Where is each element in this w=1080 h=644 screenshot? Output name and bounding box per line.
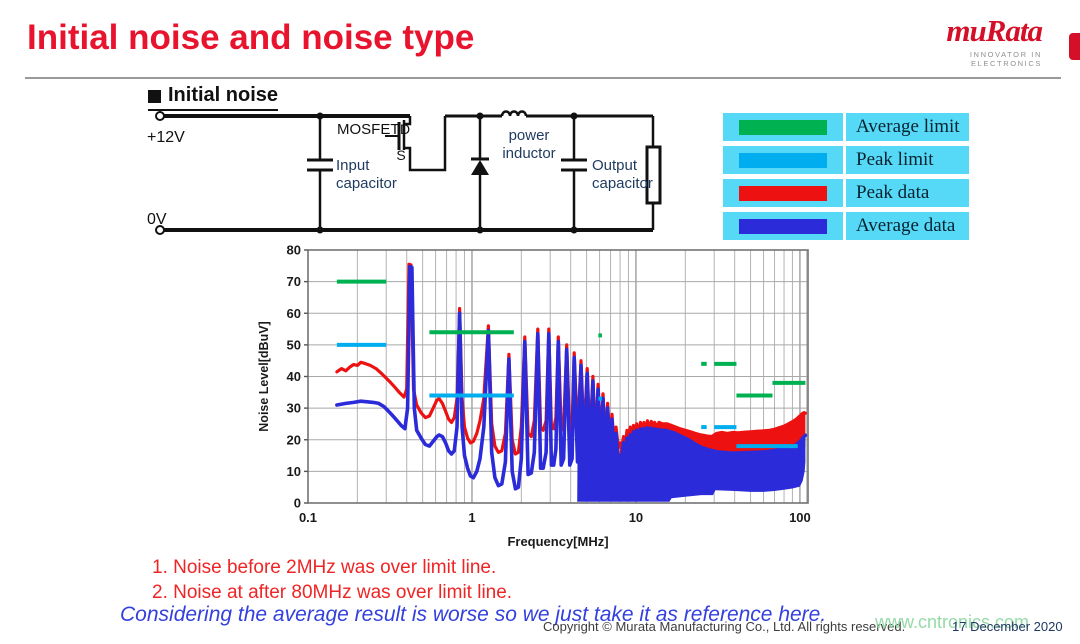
legend-label: Peak data (846, 179, 969, 207)
output-cap-label: capacitor (592, 175, 653, 192)
vzero-label: 0V (147, 211, 167, 228)
output-cap-label: Output (592, 157, 638, 174)
note-conclusion: Considering the average result is worse … (120, 603, 827, 626)
legend-cell-divider (843, 113, 846, 141)
legend-label: Average limit (846, 113, 969, 141)
x-tick-label: 1 (468, 510, 475, 525)
mosfet-label: MOSFET (337, 121, 400, 138)
x-tick-label: 100 (789, 510, 811, 525)
y-tick-label: 20 (287, 432, 301, 447)
copyright-text: Copyright © Murata Manufacturing Co., Lt… (543, 619, 906, 634)
y-tick-label: 70 (287, 274, 301, 289)
diode-triangle (471, 160, 489, 175)
y-axis-title: Noise Level[dBuV] (257, 321, 271, 431)
watermark-text: www.cntronics.com (875, 612, 1030, 632)
input-terminal-bottom (155, 225, 165, 235)
drain-label: D (400, 121, 410, 137)
murata-logo: muRata INNOVATOR IN ELECTRONICS (900, 13, 1043, 69)
legend-cell-divider (843, 212, 846, 240)
legend-row: Peak limit (723, 146, 969, 174)
x-axis-title: Frequency[MHz] (507, 534, 608, 549)
noise-chart: 0 10 20 30 40 50 60 70 80 0.1 1 10 100 Frequency[MHz]… (257, 243, 811, 550)
date-text: 17 December 2020 (952, 619, 1063, 634)
legend-swatch-cell (723, 212, 843, 240)
legend-cell-divider (843, 179, 846, 207)
legend-color-bar (739, 152, 827, 168)
note-1: 1. Noise before 2MHz was over limit line… (152, 557, 497, 578)
y-tick-label: 40 (287, 369, 301, 384)
inductor-coil (500, 110, 528, 117)
legend-swatch-cell (723, 146, 843, 174)
y-tick-label: 0 (294, 496, 301, 511)
legend-label: Peak limit (846, 146, 969, 174)
peak-data-line (335, 262, 808, 456)
page-edge-tab (1069, 33, 1080, 60)
legend-cell-divider (843, 146, 846, 174)
input-cap-label: Input (336, 157, 370, 174)
junction-dot (316, 226, 324, 234)
y-tick-label: 50 (287, 337, 301, 352)
legend-row: Peak data (723, 179, 969, 207)
y-tick-label: 60 (287, 306, 301, 321)
input-cap-label: capacitor (336, 175, 397, 192)
y-tick-label: 80 (287, 243, 301, 258)
legend-color-bar (739, 185, 827, 201)
y-tick-label: 10 (287, 464, 301, 479)
legend-label: Average data (846, 212, 969, 240)
murata-logo-tagline: INNOVATOR IN ELECTRONICS (969, 50, 1042, 68)
vplus-label: +12V (147, 129, 185, 146)
note-2: 2. Noise at after 80MHz was over limit l… (152, 582, 513, 603)
legend-row: Average limit (723, 113, 969, 141)
junction-dot (476, 226, 484, 234)
input-terminal-top (155, 111, 165, 121)
junction-dot (570, 226, 578, 234)
murata-logo-text: muRata (946, 13, 1043, 48)
buck-converter-schematic: +12V 0V MOSFET D S Input capacitor power… (147, 110, 662, 235)
inductor-label: power (509, 127, 550, 144)
legend-row: Average data (723, 212, 969, 240)
section-heading-label: Initial noise (168, 84, 279, 106)
bullet-square-icon (148, 90, 161, 103)
legend-color-bar (739, 119, 827, 135)
average-data-line (335, 264, 808, 491)
legend-swatch-cell (723, 179, 843, 207)
y-tick-label: 30 (287, 401, 301, 416)
inductor-label: inductor (502, 145, 555, 162)
mosfet-source-lead (404, 116, 447, 172)
page-title: Initial noise and noise type (27, 18, 475, 57)
legend-table: Average limit Peak limit Peak data Average … (723, 113, 969, 240)
x-tick-label: 0.1 (299, 510, 317, 525)
source-label: S (396, 147, 405, 163)
section-heading: Initial noise (148, 84, 279, 111)
title-divider (25, 77, 1061, 79)
average-data-band (577, 365, 806, 502)
legend-swatch-cell (723, 113, 843, 141)
legend-color-bar (739, 218, 827, 234)
x-tick-label: 10 (629, 510, 643, 525)
mosfet-symbol (404, 116, 412, 126)
